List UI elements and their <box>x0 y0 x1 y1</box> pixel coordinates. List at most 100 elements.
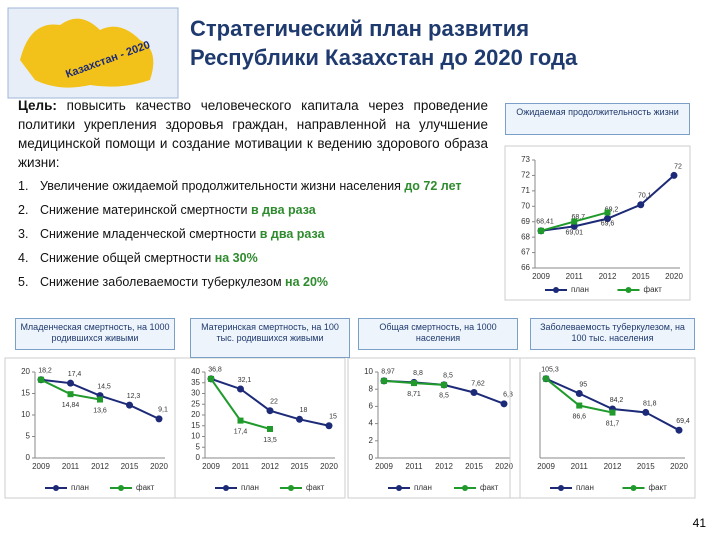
x-tick-label: 2020 <box>150 462 168 471</box>
item-text: Снижение заболеваемости туберкулезом <box>40 275 282 289</box>
point <box>642 408 650 416</box>
y-tick-label: 15 <box>21 389 30 398</box>
goal-text: повысить качество человеческого капитала… <box>18 98 488 170</box>
value-label: 18 <box>300 407 308 414</box>
point <box>571 218 578 225</box>
chart-frame <box>174 357 346 499</box>
point <box>538 227 544 234</box>
point <box>67 391 74 398</box>
x-tick-label: 2011 <box>566 272 584 281</box>
value-label: 69,01 <box>565 229 583 236</box>
legend-marker <box>558 485 564 491</box>
legend-label: план <box>71 483 89 492</box>
x-tick-label: 2015 <box>291 462 309 471</box>
x-tick-label: 2012 <box>599 272 617 281</box>
x-tick-label: 2011 <box>62 462 80 471</box>
item-number: 1. <box>18 179 29 193</box>
value-label: 81,7 <box>606 420 620 427</box>
x-tick-label: 2011 <box>571 462 589 471</box>
goal-list: 1. Увеличение ожидаемой продолжительности… <box>18 178 488 298</box>
point <box>97 396 103 403</box>
y-tick-label: 72 <box>521 171 530 180</box>
x-tick-label: 2012 <box>91 462 109 471</box>
value-label: 36,8 <box>208 367 222 374</box>
item-highlight: на 30% <box>214 251 258 265</box>
y-tick-label: 15 <box>191 421 200 430</box>
y-tick-label: 5 <box>196 442 201 451</box>
value-label: 8,5 <box>439 393 449 400</box>
legend-label: факт <box>306 483 325 492</box>
legend-marker <box>630 485 637 491</box>
point <box>126 401 133 409</box>
value-label: 17,4 <box>68 371 82 378</box>
value-label: 8,97 <box>381 369 395 376</box>
item-text: Снижение младенческой смертности <box>40 227 257 241</box>
value-label: 14,84 <box>62 402 80 409</box>
list-item: 3. Снижение младенческой смертности в два… <box>18 226 488 242</box>
item-highlight: на 20% <box>285 275 329 289</box>
x-tick-label: 2012 <box>435 462 453 471</box>
value-label: 95 <box>579 381 587 388</box>
legend-marker <box>625 287 632 293</box>
value-label: 68,7 <box>571 214 585 221</box>
x-tick-label: 2015 <box>632 272 650 281</box>
x-tick-label: 2009 <box>537 462 555 471</box>
value-label: 8,8 <box>413 370 423 377</box>
legend-marker <box>396 485 402 491</box>
y-tick-label: 0 <box>26 453 31 462</box>
legend-label: план <box>241 483 259 492</box>
x-tick-label: 2020 <box>670 462 688 471</box>
value-label: 13,5 <box>263 437 277 444</box>
page-number: 41 <box>692 516 706 530</box>
value-label: 12,3 <box>127 393 141 400</box>
x-tick-label: 2012 <box>261 462 279 471</box>
value-label: 22 <box>270 399 278 406</box>
point <box>609 409 616 416</box>
logo-shape <box>20 18 154 88</box>
point <box>411 380 417 387</box>
goal: Цель: повысить качество человеческого ка… <box>18 96 488 172</box>
x-tick-label: 2020 <box>665 272 683 281</box>
x-tick-label: 2011 <box>232 462 250 471</box>
point <box>637 201 645 209</box>
x-tick-label: 2015 <box>465 462 483 471</box>
value-label: 15 <box>329 414 337 421</box>
point <box>500 400 508 408</box>
value-label: 8,71 <box>407 391 421 398</box>
y-tick-label: 10 <box>21 410 30 419</box>
value-label: 8,5 <box>443 373 453 380</box>
value-label: 69,6 <box>601 220 615 227</box>
y-tick-label: 4 <box>369 419 374 428</box>
y-tick-label: 8 <box>369 384 374 393</box>
x-tick-label: 2009 <box>532 272 550 281</box>
legend-label: факт <box>649 483 668 492</box>
point <box>237 417 244 424</box>
x-tick-label: 2009 <box>375 462 393 471</box>
y-tick-label: 20 <box>21 367 30 376</box>
value-label: 32,1 <box>238 377 252 384</box>
value-label: 72 <box>674 163 682 170</box>
value-label: 6,3 <box>503 392 513 399</box>
chart-title: Младенческая смертность, на 1000 родивши… <box>15 318 175 350</box>
y-tick-label: 20 <box>191 410 200 419</box>
item-number: 2. <box>18 203 29 217</box>
point <box>38 376 44 383</box>
item-highlight: до 72 лет <box>404 179 462 193</box>
legend-label: план <box>576 483 594 492</box>
goal-label: Цель: <box>18 98 57 113</box>
legend-label: план <box>414 483 432 492</box>
value-label: 9,1 <box>158 407 168 414</box>
point <box>675 426 683 434</box>
point <box>604 209 611 216</box>
value-label: 17,4 <box>234 428 248 435</box>
list-item: 5. Снижение заболеваемости туберкулезом н… <box>18 274 488 290</box>
y-tick-label: 30 <box>191 389 200 398</box>
value-label: 69,2 <box>605 206 619 213</box>
y-tick-label: 10 <box>364 367 373 376</box>
y-tick-label: 25 <box>191 399 200 408</box>
legend-marker <box>288 485 294 491</box>
x-tick-label: 2012 <box>604 462 622 471</box>
item-highlight: в два раза <box>250 203 316 217</box>
